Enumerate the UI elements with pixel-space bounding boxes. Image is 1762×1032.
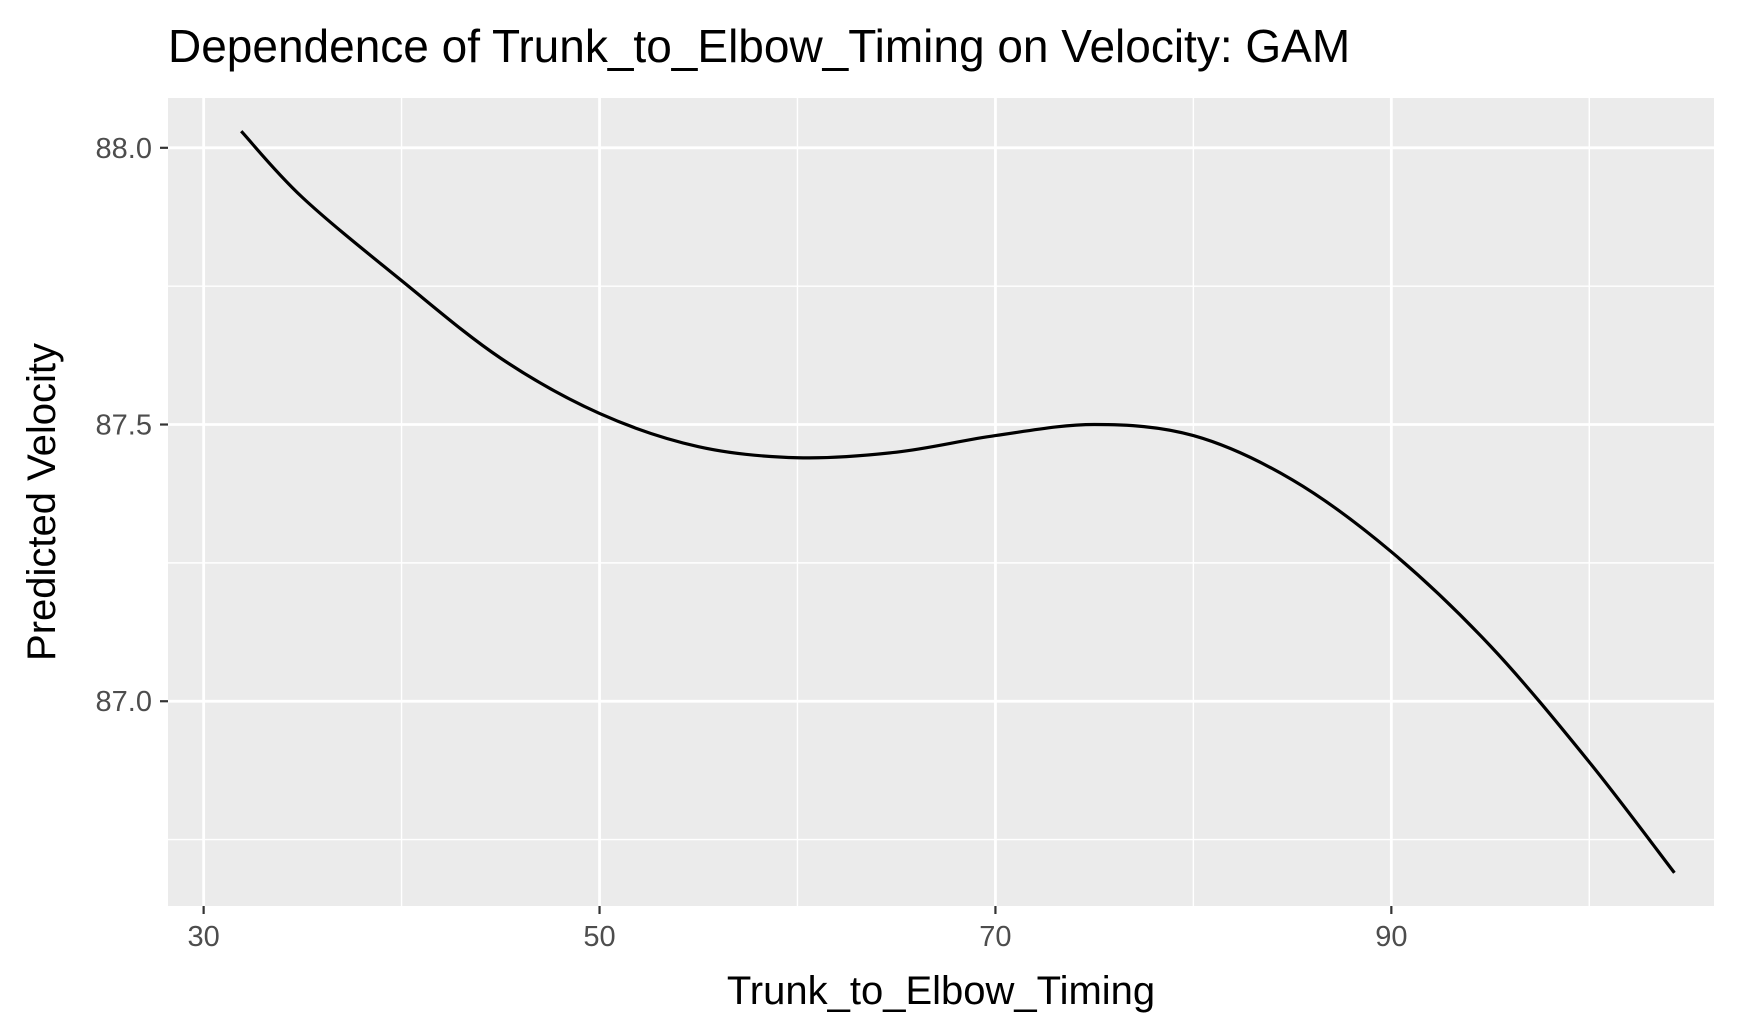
tick-labels: 30 50 70 90 87.0 87.5 88.0 <box>96 133 1408 953</box>
gam-fit-line <box>240 130 1676 874</box>
y-axis-title: Predicted Velocity <box>20 343 64 661</box>
y-tick-label: 87.5 <box>96 410 152 442</box>
chart-title: Dependence of Trunk_to_Elbow_Timing on V… <box>168 20 1350 72</box>
x-tick-label: 90 <box>1375 921 1407 953</box>
plot-panel <box>168 98 1714 906</box>
y-tick-label: 87.0 <box>96 686 152 718</box>
axis-ticks <box>160 146 1393 914</box>
y-tick-label: 88.0 <box>96 133 152 165</box>
x-axis-title: Trunk_to_Elbow_Timing <box>727 969 1155 1013</box>
x-tick-label: 70 <box>979 921 1011 953</box>
x-tick-label: 50 <box>583 921 615 953</box>
minor-gridlines <box>168 98 1714 906</box>
major-gridlines <box>168 98 1714 906</box>
x-tick-label: 30 <box>187 921 219 953</box>
series-layer <box>240 130 1676 874</box>
